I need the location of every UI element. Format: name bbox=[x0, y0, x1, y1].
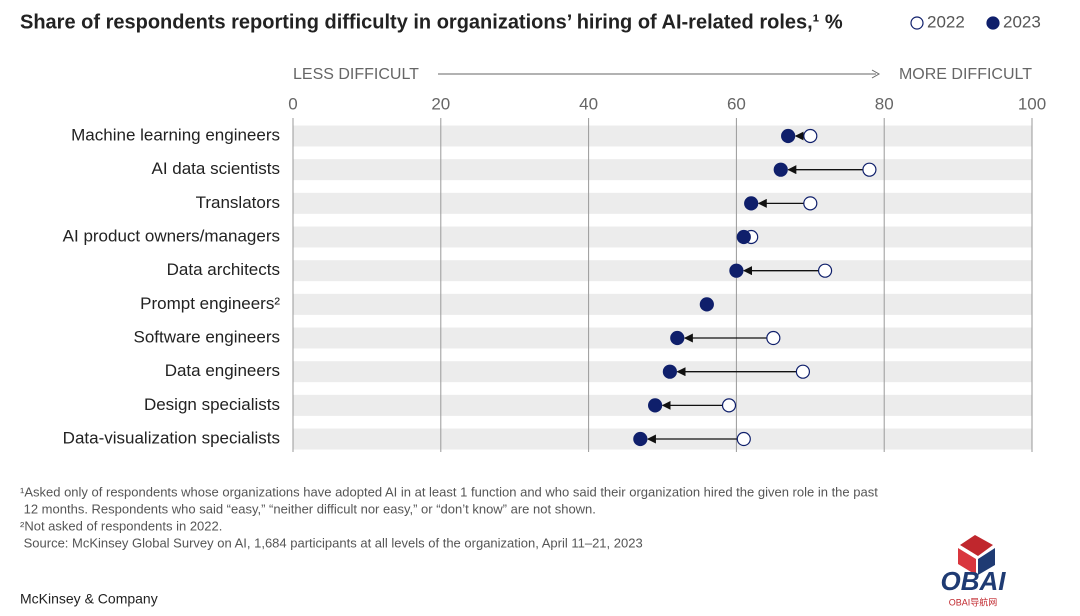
dot-2022 bbox=[803, 128, 818, 144]
x-tick-label: 40 bbox=[579, 94, 598, 113]
x-tick-label: 100 bbox=[1018, 94, 1046, 113]
dot-2022 bbox=[803, 196, 818, 211]
footnote: Source: McKinsey Global Survey on AI, 1,… bbox=[20, 535, 643, 550]
dot-2023 bbox=[773, 162, 788, 177]
category-label: Design specialists bbox=[144, 395, 280, 414]
category-label: Machine learning engineers bbox=[71, 125, 280, 144]
x-tick-label: 80 bbox=[875, 94, 894, 113]
category-label: Translators bbox=[196, 193, 280, 212]
watermark: OBAI bbox=[941, 566, 1007, 596]
category-label: Software engineers bbox=[134, 328, 280, 347]
footnote: 12 months. Respondents who said “easy,” … bbox=[20, 501, 596, 516]
footnotes: ¹Asked only of respondents whose organiz… bbox=[20, 484, 878, 550]
axis-right-label: MORE DIFFICULT bbox=[899, 66, 1032, 83]
dot-2022 bbox=[862, 162, 877, 177]
category-label: AI data scientists bbox=[151, 159, 280, 178]
category-label: Data-visualization specialists bbox=[63, 429, 280, 448]
legend-label: 2022 bbox=[927, 12, 965, 31]
chart-title: Share of respondents reporting difficult… bbox=[20, 11, 843, 33]
brand: McKinsey & Company bbox=[20, 591, 158, 607]
row-band bbox=[293, 125, 1032, 147]
footnote: ¹Asked only of respondents whose organiz… bbox=[20, 484, 878, 499]
dot-2023 bbox=[662, 364, 677, 379]
watermark-logo bbox=[958, 548, 976, 575]
row-band bbox=[293, 327, 1032, 349]
legend-marker bbox=[986, 16, 1000, 30]
legend-marker bbox=[910, 16, 924, 30]
x-tick-label: 60 bbox=[727, 94, 746, 113]
dot-2023 bbox=[699, 297, 714, 312]
row-band bbox=[293, 293, 1032, 315]
legend-label: 2023 bbox=[1003, 12, 1041, 31]
category-label: Prompt engineers² bbox=[140, 294, 280, 313]
category-label: Data engineers bbox=[165, 361, 280, 380]
dot-2023 bbox=[670, 330, 685, 346]
dot-2022 bbox=[766, 330, 781, 346]
dot-2022 bbox=[736, 431, 751, 447]
dot-2022 bbox=[795, 364, 811, 379]
row-band bbox=[293, 159, 1032, 181]
x-tick-label: 20 bbox=[431, 94, 450, 113]
x-tick-label: 0 bbox=[288, 94, 297, 113]
watermark-subtitle: OBAI导航网 bbox=[949, 596, 998, 607]
category-label: AI product owners/managers bbox=[63, 226, 280, 245]
plot-area bbox=[292, 118, 1033, 452]
axis-direction-arrowhead bbox=[871, 69, 881, 79]
dot-2023 bbox=[729, 263, 744, 278]
row-band bbox=[293, 260, 1032, 282]
row-band bbox=[293, 361, 1032, 383]
dot-2023 bbox=[633, 431, 648, 447]
footnote: ²Not asked of respondents in 2022. bbox=[20, 518, 222, 533]
category-label: Data architects bbox=[167, 260, 280, 279]
row-band bbox=[293, 192, 1032, 214]
row-band bbox=[293, 226, 1032, 248]
row-band bbox=[293, 394, 1032, 416]
dot-2023 bbox=[736, 229, 751, 245]
dot-2022 bbox=[721, 398, 737, 413]
dot-2023 bbox=[648, 398, 663, 413]
dot-2023 bbox=[781, 128, 796, 144]
watermark-logo bbox=[960, 535, 993, 556]
dot-2022 bbox=[817, 263, 833, 278]
dot-2023 bbox=[744, 196, 759, 211]
watermark-logo bbox=[978, 548, 995, 575]
axis-left-label: LESS DIFFICULT bbox=[293, 66, 419, 83]
